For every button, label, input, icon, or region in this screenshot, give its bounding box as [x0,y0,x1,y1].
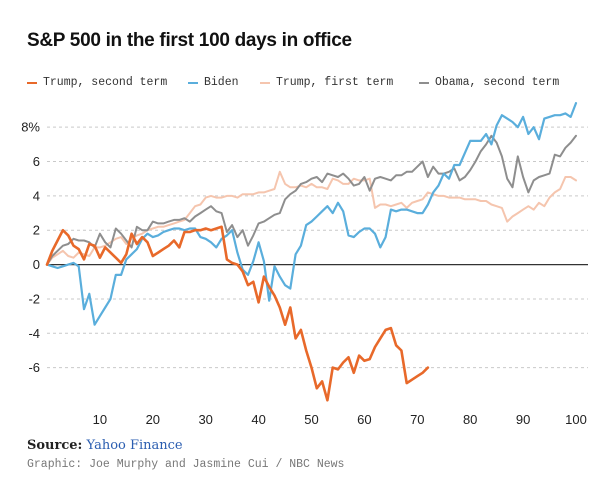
legend-item-trump-first-term: Trump, first term [260,76,393,89]
grid-lines [47,126,588,369]
legend-label: Trump, first term [276,76,394,89]
y-tick-label: 2 [33,223,40,238]
legend-swatch [27,81,37,84]
legend-swatch [260,81,270,84]
legend-swatch [188,81,198,84]
series-line-biden [45,101,578,326]
legend-label: Trump, second term [43,76,168,89]
chart-title: S&P 500 in the first 100 days in office [27,30,352,51]
x-axis-ticks: 10 20 30 40 50 60 70 80 90 100 [93,412,587,427]
series-lines [45,101,578,402]
x-tick-label: 70 [410,412,424,427]
source-link[interactable]: Yahoo Finance [86,438,183,453]
legend-item-biden: Biden [188,76,239,89]
legend-swatch [419,81,429,84]
y-tick-label: -6 [28,360,40,375]
source-line: Source: Yahoo Finance [27,438,183,453]
y-axis-ticks: 8% 6 4 2 0 -2 -4 -6 [21,120,40,375]
x-tick-label: 10 [93,412,107,427]
series-line-obama-second-term [46,134,577,266]
x-tick-label: 90 [516,412,530,427]
y-tick-label: 4 [33,188,40,203]
source-label: Source: [27,438,83,453]
y-tick-label: 6 [33,154,40,169]
x-tick-label: 100 [565,412,587,427]
y-tick-label: 0 [33,257,40,272]
x-tick-label: 60 [357,412,371,427]
y-tick-label: -4 [28,326,40,341]
y-tick-label: 8% [21,120,40,135]
x-tick-label: 30 [198,412,212,427]
x-tick-label: 50 [304,412,318,427]
series-line-trump-second-term [45,225,430,402]
legend-label: Biden [204,76,239,89]
y-tick-label: -2 [28,291,40,306]
x-tick-label: 20 [146,412,160,427]
x-tick-label: 40 [251,412,265,427]
legend-item-trump-second-term: Trump, second term [27,76,167,89]
graphic-credit: Graphic: Joe Murphy and Jasmine Cui / NB… [27,458,345,471]
x-tick-label: 80 [463,412,477,427]
legend-label: Obama, second term [435,76,560,89]
legend-item-obama-second-term: Obama, second term [419,76,559,89]
